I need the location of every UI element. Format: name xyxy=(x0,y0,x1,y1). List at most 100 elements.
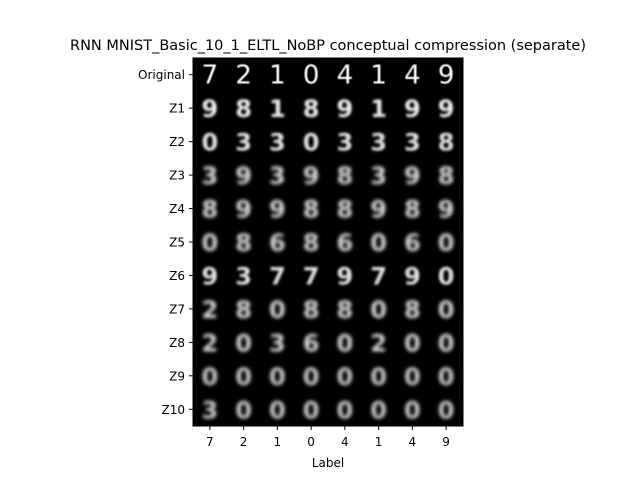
digit-cell-z6-3: 7 xyxy=(269,263,286,291)
y-tick-label: Z7 xyxy=(169,302,185,316)
digit-cell-z2-2: 3 xyxy=(235,129,252,157)
digit-cell-z1-7: 9 xyxy=(404,95,421,123)
x-axis-ticks: 7 2 1 0 4 1 4 9 xyxy=(206,426,450,449)
digit-cell-z9-4: 0 xyxy=(303,363,320,391)
digit-cell-z8-3: 3 xyxy=(269,329,286,357)
digit-cell-z2-3: 3 xyxy=(269,129,286,157)
digit-cell-z2-1: 0 xyxy=(202,129,219,157)
digit-cell-z8-6: 2 xyxy=(370,329,387,357)
digit-cell-z6-4: 7 xyxy=(303,263,320,291)
digit-cell-z10-6: 0 xyxy=(370,396,387,424)
digit-cell-z1-6: 1 xyxy=(370,95,387,123)
digit-cell-z2-5: 3 xyxy=(337,129,354,157)
digit-cell-z8-4: 6 xyxy=(303,329,320,357)
y-tick-label: Original xyxy=(138,68,185,82)
y-tick-label: Z2 xyxy=(169,135,185,149)
x-axis-label: Label xyxy=(312,456,344,470)
digit-cell-z10-1: 3 xyxy=(202,396,219,424)
digit-cell-z4-3: 9 xyxy=(269,196,286,224)
digit-cell-z6-7: 9 xyxy=(404,263,421,291)
digit-cell-z6-6: 7 xyxy=(370,263,387,291)
digit-cell-z3-5: 8 xyxy=(337,162,354,190)
digit-cell-z7-7: 8 xyxy=(404,296,421,324)
digit-cell-original-2: 2 xyxy=(235,61,252,91)
digit-cell-z6-5: 9 xyxy=(337,263,354,291)
digit-cell-z9-7: 0 xyxy=(404,363,421,391)
digit-cell-z5-4: 8 xyxy=(303,229,320,257)
digit-cell-z4-5: 8 xyxy=(337,196,354,224)
digit-cell-z2-7: 3 xyxy=(404,129,421,157)
digit-cell-z4-4: 8 xyxy=(303,196,320,224)
y-axis-ticks: Original Z1 Z2 Z3 Z4 Z5 Z6 Z7 Z8 Z9 Z10 xyxy=(138,68,193,417)
digit-cell-z10-8: 0 xyxy=(438,396,455,424)
digit-cell-z8-8: 0 xyxy=(438,329,455,357)
digit-cell-z5-2: 8 xyxy=(235,229,252,257)
image-grid-background xyxy=(193,58,463,426)
digit-cell-z1-1: 9 xyxy=(202,95,219,123)
digit-cell-z3-2: 9 xyxy=(235,162,252,190)
digit-cell-original-7: 4 xyxy=(404,61,421,91)
digit-cell-z5-1: 0 xyxy=(202,229,219,257)
y-tick-label: Z9 xyxy=(169,369,185,383)
digit-cell-z1-5: 9 xyxy=(337,95,354,123)
digit-cell-z2-8: 8 xyxy=(438,129,455,157)
digit-cell-z4-2: 9 xyxy=(235,196,252,224)
digit-cell-z3-6: 3 xyxy=(370,162,387,190)
x-tick-label: 7 xyxy=(206,435,214,449)
digit-cell-z10-4: 0 xyxy=(303,396,320,424)
digit-cell-z3-8: 8 xyxy=(438,162,455,190)
digit-cell-z4-7: 8 xyxy=(404,196,421,224)
digit-cell-z5-7: 6 xyxy=(404,229,421,257)
chart-title: RNN MNIST_Basic_10_1_ELTL_NoBP conceptua… xyxy=(70,38,586,54)
digit-cell-z9-6: 0 xyxy=(370,363,387,391)
digit-cell-z8-2: 0 xyxy=(235,329,252,357)
digit-cell-z10-3: 0 xyxy=(269,396,286,424)
digit-cell-z3-1: 3 xyxy=(202,162,219,190)
digit-cell-z9-3: 0 xyxy=(269,363,286,391)
digit-cell-z8-5: 0 xyxy=(337,329,354,357)
digit-cell-original-1: 7 xyxy=(202,61,219,91)
digit-cell-z10-7: 0 xyxy=(404,396,421,424)
digit-cell-original-8: 9 xyxy=(438,61,455,91)
y-tick-label: Z5 xyxy=(169,236,185,250)
digit-cell-z6-2: 3 xyxy=(235,263,252,291)
y-tick-label: Z1 xyxy=(169,102,185,116)
digit-cell-z4-8: 9 xyxy=(438,196,455,224)
digit-cell-z1-8: 9 xyxy=(438,95,455,123)
digit-cell-z7-1: 2 xyxy=(202,296,219,324)
y-tick-label: Z3 xyxy=(169,169,185,183)
x-tick-label: 4 xyxy=(341,435,349,449)
digit-cell-z3-4: 9 xyxy=(303,162,320,190)
y-tick-label: Z8 xyxy=(169,336,185,350)
digit-cell-z7-6: 0 xyxy=(370,296,387,324)
y-tick-label: Z10 xyxy=(162,403,186,417)
digit-cell-original-6: 1 xyxy=(370,61,387,91)
digit-cell-z4-1: 8 xyxy=(202,196,219,224)
digit-cell-z2-6: 3 xyxy=(370,129,387,157)
digit-cell-z1-2: 8 xyxy=(235,95,252,123)
digit-cell-z5-3: 6 xyxy=(269,229,286,257)
digit-cell-z6-8: 0 xyxy=(438,263,455,291)
digit-cell-z7-3: 0 xyxy=(269,296,286,324)
x-tick-label: 9 xyxy=(442,435,450,449)
image-grid-cells: 7 2 1 0 4 1 4 99 8 1 8 9 1 9 90 3 3 0 3 3 3 83 9 3 9 8 3 9 88 9 9 8 8 9 8 9… xyxy=(202,61,455,425)
digit-cell-z10-5: 0 xyxy=(337,396,354,424)
digit-cell-z1-4: 8 xyxy=(303,95,320,123)
digit-cell-z10-2: 0 xyxy=(235,396,252,424)
digit-cell-z8-7: 0 xyxy=(404,329,421,357)
image-grid-frame xyxy=(192,57,464,427)
x-tick-label: 1 xyxy=(274,435,282,449)
x-tick-label: 2 xyxy=(240,435,248,449)
digit-cell-z7-5: 8 xyxy=(337,296,354,324)
digit-cell-original-3: 1 xyxy=(269,61,286,91)
y-tick-label: Z6 xyxy=(169,269,185,283)
digit-cell-z7-4: 8 xyxy=(303,296,320,324)
digit-cell-z5-5: 6 xyxy=(337,229,354,257)
digit-cell-original-4: 0 xyxy=(303,61,320,91)
digit-cell-z3-7: 9 xyxy=(404,162,421,190)
digit-cell-z9-8: 0 xyxy=(438,363,455,391)
digit-cell-z3-3: 3 xyxy=(269,162,286,190)
digit-cell-z5-8: 0 xyxy=(438,229,455,257)
digit-cell-z7-8: 0 xyxy=(438,296,455,324)
